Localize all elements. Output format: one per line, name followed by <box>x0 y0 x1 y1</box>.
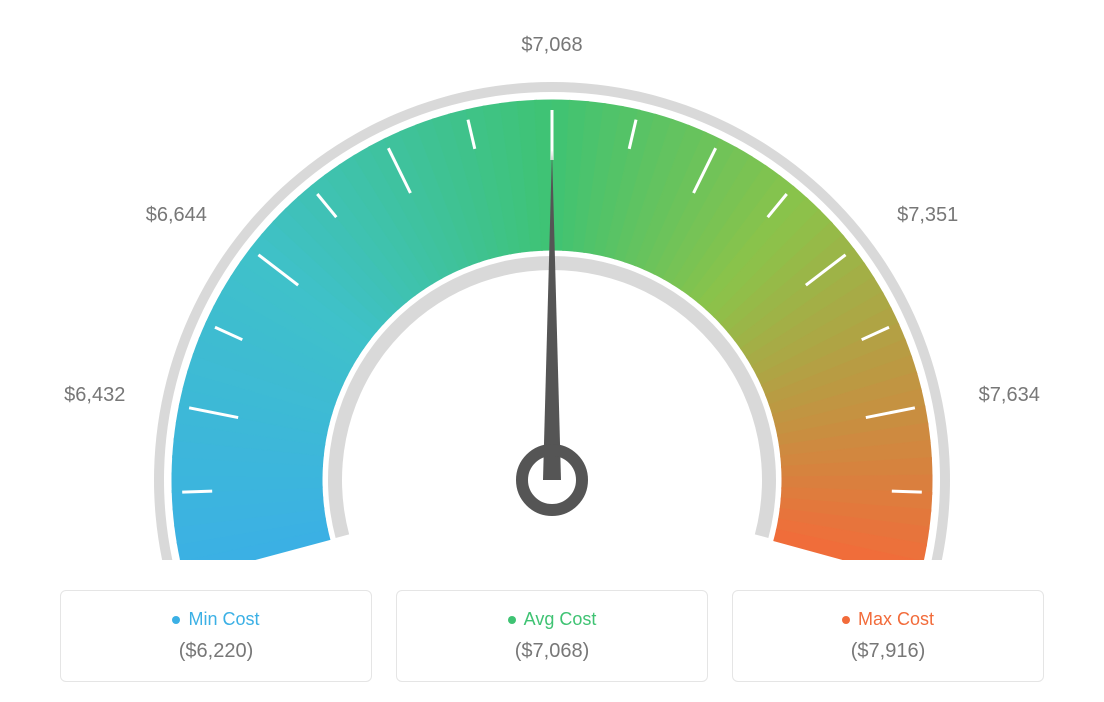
svg-text:$6,644: $6,644 <box>146 204 207 226</box>
svg-text:$6,432: $6,432 <box>64 384 125 406</box>
avg-cost-value: ($7,068) <box>417 640 687 663</box>
max-cost-dot-icon <box>842 616 850 624</box>
svg-text:$7,351: $7,351 <box>897 204 958 226</box>
min-cost-card: Min Cost ($6,220) <box>60 590 372 682</box>
min-cost-value: ($6,220) <box>81 640 351 663</box>
gauge-chart: $6,220$6,432$6,644$7,068$7,351$7,634$7,9… <box>20 20 1084 560</box>
avg-cost-card: Avg Cost ($7,068) <box>396 590 708 682</box>
min-cost-dot-icon <box>172 616 180 624</box>
avg-cost-dot-icon <box>508 616 516 624</box>
avg-cost-title: Avg Cost <box>508 609 597 630</box>
max-cost-title: Max Cost <box>842 609 934 630</box>
max-cost-label: Max Cost <box>858 609 934 630</box>
gauge-svg: $6,220$6,432$6,644$7,068$7,351$7,634$7,9… <box>52 20 1052 560</box>
min-cost-title: Min Cost <box>172 609 259 630</box>
svg-text:$7,634: $7,634 <box>979 384 1040 406</box>
cost-cards-row: Min Cost ($6,220) Avg Cost ($7,068) Max … <box>20 590 1084 682</box>
max-cost-value: ($7,916) <box>753 640 1023 663</box>
min-cost-label: Min Cost <box>188 609 259 630</box>
avg-cost-label: Avg Cost <box>524 609 597 630</box>
max-cost-card: Max Cost ($7,916) <box>732 590 1044 682</box>
svg-text:$7,068: $7,068 <box>521 34 582 56</box>
